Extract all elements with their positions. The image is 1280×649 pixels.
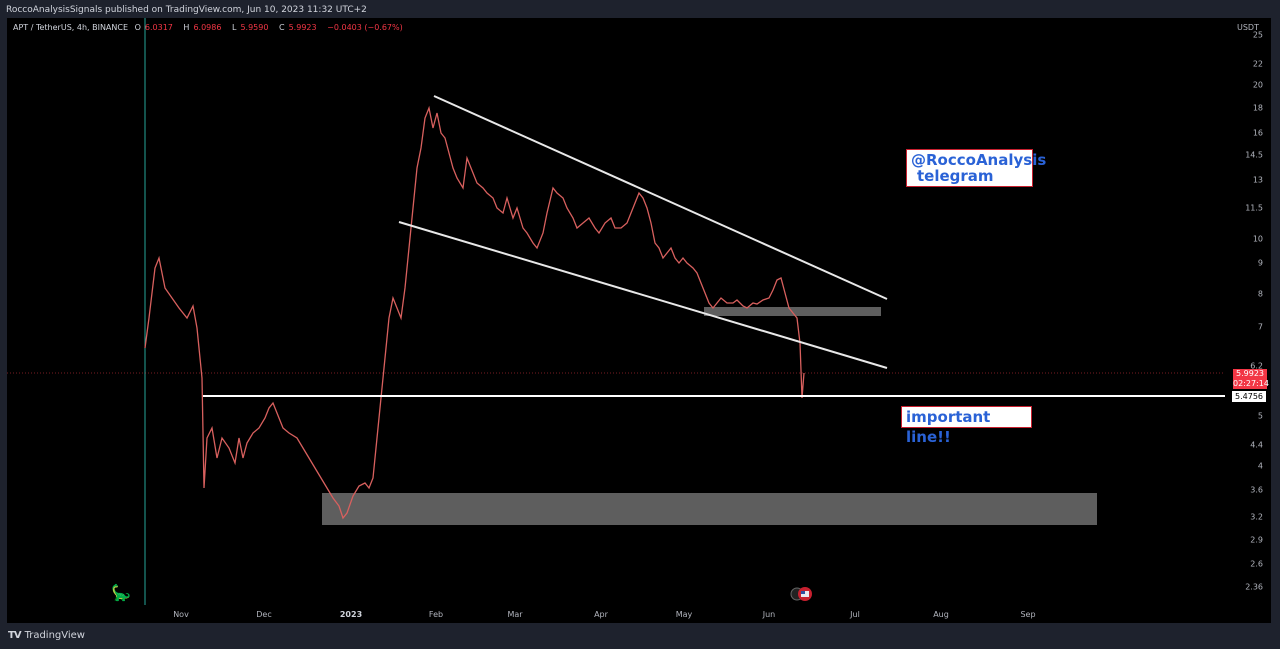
x-tick: May xyxy=(675,610,693,619)
close-label: C xyxy=(279,23,285,32)
open-label: O xyxy=(134,23,141,32)
brand-name: TradingView xyxy=(24,630,85,641)
x-tick: Apr xyxy=(594,610,608,619)
telegram-label: telegram xyxy=(917,167,994,185)
price-axis[interactable]: USDT 25 22 20 18 16 14.5 13 11.5 10 9 8 … xyxy=(1225,18,1271,608)
symbol-name: APT / TetherUS, 4h, BINANCE xyxy=(13,23,129,32)
x-tick: Aug xyxy=(933,610,949,619)
x-tick: Mar xyxy=(507,610,523,619)
y-tick: 2.36 xyxy=(1245,582,1263,592)
y-tick: 3.6 xyxy=(1250,485,1263,495)
open-value: 6.0317 xyxy=(144,23,173,32)
chart-area[interactable]: APT / TetherUS, 4h, BINANCE O 6.0317 H 6.0… xyxy=(7,18,1271,623)
low-label: L xyxy=(231,23,237,32)
x-tick: Nov xyxy=(173,610,189,619)
y-tick: 3.2 xyxy=(1250,512,1263,522)
x-tick: Dec xyxy=(256,610,272,619)
current-price: 5.9923 xyxy=(1236,369,1264,378)
symbol-legend: APT / TetherUS, 4h, BINANCE O 6.0317 H 6.0… xyxy=(13,23,407,32)
events-flag-icon[interactable] xyxy=(789,586,815,602)
y-tick: 18 xyxy=(1252,103,1263,113)
y-tick: 7 xyxy=(1257,322,1263,332)
current-price-tag: 5.9923 02:27:14 xyxy=(1233,369,1269,389)
telegram-handle: @RoccoAnalysis xyxy=(911,151,1047,169)
x-tick: Jul xyxy=(850,610,860,619)
y-tick: 2.6 xyxy=(1250,559,1263,569)
price-series xyxy=(144,105,805,520)
y-tick: 4 xyxy=(1257,461,1263,471)
y-tick: 22 xyxy=(1252,59,1263,69)
telegram-annotation[interactable]: @RoccoAnalysis telegram xyxy=(906,149,1047,187)
y-tick: 2.9 xyxy=(1250,535,1263,545)
y-tick: 9 xyxy=(1257,258,1263,268)
bar-countdown: 02:27:14 xyxy=(1233,379,1269,388)
y-tick: 25 xyxy=(1252,30,1263,40)
important-line-annotation[interactable]: important line!! xyxy=(901,406,1032,446)
currency-unit: USDT xyxy=(1237,23,1259,32)
high-label: H xyxy=(183,23,190,32)
y-tick: 5 xyxy=(1257,411,1263,421)
footer-bar: TV TradingView xyxy=(0,623,1280,649)
y-tick: 20 xyxy=(1252,80,1263,90)
change-value: −0.0403 (−0.67%) xyxy=(327,23,403,32)
lower-support-zone[interactable] xyxy=(322,493,1097,525)
close-value: 5.9923 xyxy=(288,23,317,32)
y-tick: 16 xyxy=(1252,128,1263,138)
lower-wedge-trendline[interactable] xyxy=(398,221,888,369)
x-tick: Sep xyxy=(1020,610,1036,619)
y-tick: 6.2 xyxy=(1250,361,1263,371)
time-axis[interactable]: Nov Dec 2023 Feb Mar Apr May Jun Jul Aug… xyxy=(7,608,1225,623)
y-tick: 10 xyxy=(1252,234,1263,244)
y-tick: 4.4 xyxy=(1250,440,1263,450)
y-tick: 14.5 xyxy=(1245,150,1263,160)
x-tick: Feb xyxy=(428,610,444,619)
upper-wedge-trendline[interactable] xyxy=(433,95,888,300)
high-value: 6.0986 xyxy=(193,23,222,32)
x-tick: Jun xyxy=(762,610,776,619)
dinosaur-icon[interactable]: 🦕 xyxy=(111,583,131,602)
low-value: 5.9590 xyxy=(240,23,269,32)
important-line-price-tag: 5.4756 xyxy=(1231,390,1267,403)
x-tick: 2023 xyxy=(339,610,363,619)
tradingview-brand[interactable]: TV TradingView xyxy=(8,630,85,641)
publish-header: RoccoAnalysisSignals published on Tradin… xyxy=(0,0,1280,18)
price-chart[interactable] xyxy=(7,18,1225,608)
y-tick: 13 xyxy=(1252,175,1263,185)
tradingview-logo-icon: TV xyxy=(8,630,22,641)
y-tick: 8 xyxy=(1257,289,1263,299)
y-tick: 11.5 xyxy=(1245,203,1263,213)
